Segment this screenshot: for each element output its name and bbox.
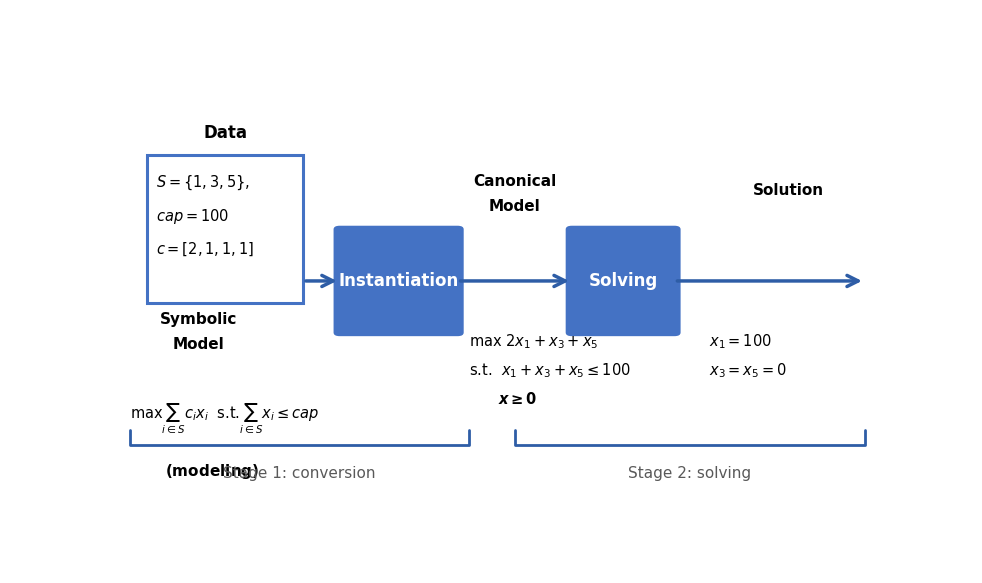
Text: Instantiation: Instantiation	[339, 272, 459, 290]
Text: Model: Model	[173, 337, 224, 352]
Text: Stage 2: solving: Stage 2: solving	[628, 466, 751, 482]
Text: Canonical: Canonical	[473, 174, 557, 189]
Text: Solving: Solving	[588, 272, 658, 290]
Text: Solution: Solution	[753, 183, 824, 198]
Text: $S = \{1,3,5\},$: $S = \{1,3,5\},$	[156, 173, 250, 192]
Text: Stage 1: conversion: Stage 1: conversion	[223, 466, 375, 482]
Text: $\text{s.t.}\ \ x_1 + x_3 + x_5 \leq 100$: $\text{s.t.}\ \ x_1 + x_3 + x_5 \leq 100…	[469, 361, 630, 381]
FancyBboxPatch shape	[147, 155, 303, 303]
FancyBboxPatch shape	[334, 226, 464, 336]
Text: $cap = 100$: $cap = 100$	[156, 207, 230, 226]
Text: $\mathbf{(modeling)}$: $\mathbf{(modeling)}$	[165, 462, 260, 481]
Text: $\max \sum_{i \in S} c_i x_i \ \ \text{s.t.} \sum_{i \in S} x_i \leq cap$: $\max \sum_{i \in S} c_i x_i \ \ \text{s…	[131, 401, 320, 434]
Text: Model: Model	[489, 199, 540, 213]
FancyBboxPatch shape	[566, 226, 681, 336]
Text: $x_1 = 100$: $x_1 = 100$	[709, 332, 772, 352]
Text: Symbolic: Symbolic	[160, 312, 238, 328]
Text: $\boldsymbol{x \geq 0}$: $\boldsymbol{x \geq 0}$	[498, 391, 537, 407]
Text: $\max\ 2x_1 + x_3 + x_5$: $\max\ 2x_1 + x_3 + x_5$	[469, 332, 598, 352]
Text: $x_3 = x_5 = 0$: $x_3 = x_5 = 0$	[709, 361, 787, 381]
Text: Data: Data	[203, 124, 247, 142]
Text: $c = [2,1,1,1]$: $c = [2,1,1,1]$	[156, 241, 254, 258]
